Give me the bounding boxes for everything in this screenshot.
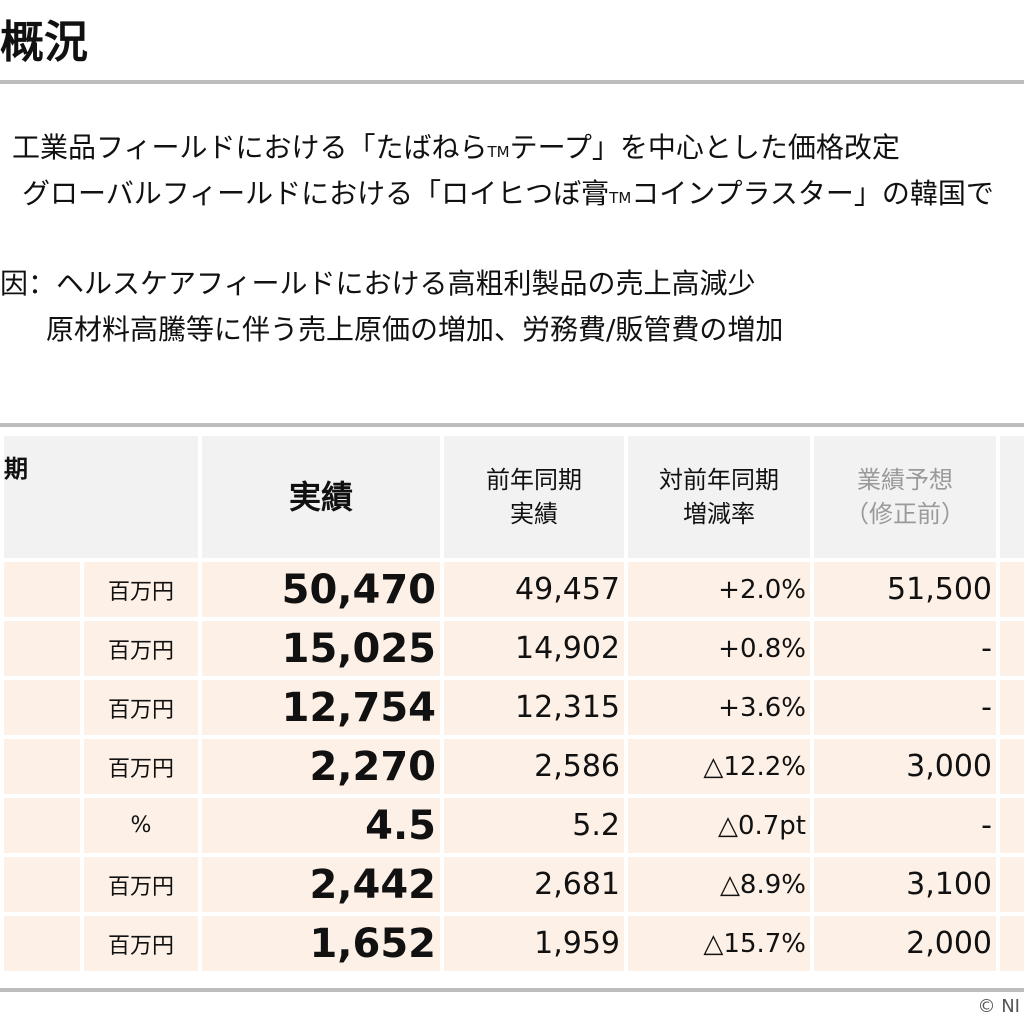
header-yoy-rate: 対前年同期 増減率 <box>628 436 810 558</box>
yoy-rate-cell: +3.6% <box>628 680 810 735</box>
row-label-cell <box>4 916 80 971</box>
yoy-rate-cell: △12.2% <box>628 739 810 794</box>
prev-year-cell: 5.2 <box>444 798 624 853</box>
forecast-cell: 3,000 <box>814 739 996 794</box>
actual-cell: 1,652 <box>202 916 440 971</box>
bullet-1-tm: TM <box>487 143 510 161</box>
row-label-cell <box>4 680 80 735</box>
unit-cell: 百万円 <box>84 562 198 617</box>
bullet-line-2: グローバルフィールドにおける「ロイヒつぼ膏TMコインプラスター」の韓国で <box>22 174 994 218</box>
actual-cell: 2,442 <box>202 857 440 912</box>
yoy-rate-cell: △8.9% <box>628 857 810 912</box>
table-top-rule <box>0 423 1024 427</box>
unit-cell: % <box>84 798 198 853</box>
bullet-1-text-before: 工業品フィールドにおける「たばねら <box>12 131 488 164</box>
row-label-cell <box>4 621 80 676</box>
results-table: 期 実績 前年同期 実績 対前年同期 増減率 業績予想 （修正前） 百万円 50… <box>0 432 1024 975</box>
unit-cell: 百万円 <box>84 680 198 735</box>
bullet-2-text-after: コインプラスター」の韓国で <box>631 177 994 210</box>
yoy-rate-cell: +0.8% <box>628 621 810 676</box>
header-actual: 実績 <box>202 436 440 558</box>
forecast-cell: - <box>814 798 996 853</box>
extra-cell <box>1000 857 1024 912</box>
bullet-2-tm: TM <box>609 189 632 207</box>
actual-cell: 50,470 <box>202 562 440 617</box>
unit-cell: 百万円 <box>84 916 198 971</box>
row-label-cell <box>4 739 80 794</box>
unit-cell: 百万円 <box>84 857 198 912</box>
row-label-cell <box>4 798 80 853</box>
row-label-cell <box>4 857 80 912</box>
extra-cell <box>1000 562 1024 617</box>
factor-line-2: 原材料高騰等に伴う売上原価の増加、労務費/販管費の増加 <box>46 313 784 346</box>
header-prev-year-text: 前年同期 実績 <box>486 466 582 528</box>
table-row: 百万円 2,270 2,586 △12.2% 3,000 <box>4 739 1024 794</box>
actual-cell: 2,270 <box>202 739 440 794</box>
forecast-cell: - <box>814 680 996 735</box>
actual-cell: 15,025 <box>202 621 440 676</box>
bullet-line-1: 工業品フィールドにおける「たばねらTMテープ」を中心とした価格改定 <box>12 128 900 172</box>
table-row: 百万円 1,652 1,959 △15.7% 2,000 <box>4 916 1024 971</box>
bullet-1-text-after: テープ」を中心とした価格改定 <box>509 131 900 164</box>
unit-cell: 百万円 <box>84 739 198 794</box>
prev-year-cell: 2,681 <box>444 857 624 912</box>
yoy-rate-cell: △15.7% <box>628 916 810 971</box>
table-row: % 4.5 5.2 △0.7pt - <box>4 798 1024 853</box>
actual-cell: 12,754 <box>202 680 440 735</box>
row-label-cell <box>4 562 80 617</box>
prev-year-cell: 1,959 <box>444 916 624 971</box>
bullet-2-text-before: グローバルフィールドにおける「ロイヒつぼ膏 <box>22 177 610 210</box>
extra-cell <box>1000 916 1024 971</box>
prev-year-cell: 14,902 <box>444 621 624 676</box>
table-row: 百万円 50,470 49,457 +2.0% 51,500 <box>4 562 1024 617</box>
forecast-cell: - <box>814 621 996 676</box>
factor-line-1: 因：ヘルスケアフィールドにおける高粗利製品の売上高減少 <box>0 267 756 300</box>
table-bottom-rule <box>0 988 1024 992</box>
header-forecast: 業績予想 （修正前） <box>814 436 996 558</box>
extra-cell <box>1000 621 1024 676</box>
table-row: 百万円 15,025 14,902 +0.8% - <box>4 621 1024 676</box>
actual-cell: 4.5 <box>202 798 440 853</box>
prev-year-cell: 2,586 <box>444 739 624 794</box>
extra-cell <box>1000 739 1024 794</box>
prev-year-cell: 12,315 <box>444 680 624 735</box>
header-yoy-rate-text: 対前年同期 増減率 <box>659 466 779 528</box>
extra-cell <box>1000 798 1024 853</box>
extra-cell <box>1000 680 1024 735</box>
prev-year-cell: 49,457 <box>444 562 624 617</box>
page-title: 概況 <box>0 17 88 68</box>
yoy-rate-cell: △0.7pt <box>628 798 810 853</box>
unit-cell: 百万円 <box>84 621 198 676</box>
forecast-cell: 51,500 <box>814 562 996 617</box>
header-extra <box>1000 436 1024 558</box>
title-divider <box>0 80 1024 84</box>
forecast-cell: 3,100 <box>814 857 996 912</box>
header-prev-year: 前年同期 実績 <box>444 436 624 558</box>
yoy-rate-cell: +2.0% <box>628 562 810 617</box>
header-forecast-text: 業績予想 （修正前） <box>845 466 965 528</box>
copyright-notice: © NI <box>977 996 1021 1017</box>
forecast-cell: 2,000 <box>814 916 996 971</box>
header-period: 期 <box>4 436 198 558</box>
table-header-row: 期 実績 前年同期 実績 対前年同期 増減率 業績予想 （修正前） <box>4 436 1024 558</box>
table-row: 百万円 2,442 2,681 △8.9% 3,100 <box>4 857 1024 912</box>
table-row: 百万円 12,754 12,315 +3.6% - <box>4 680 1024 735</box>
